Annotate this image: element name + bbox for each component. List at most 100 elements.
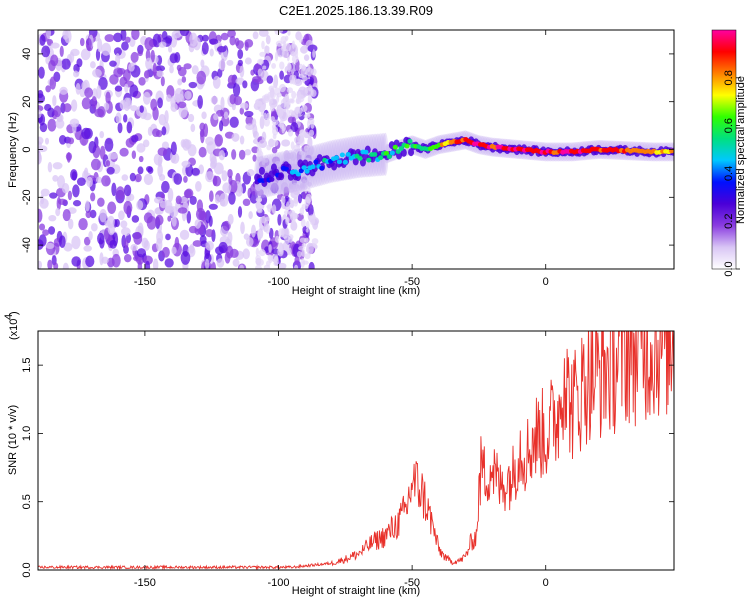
noise-blob <box>191 167 200 176</box>
noise-blob <box>197 95 203 109</box>
noise-blob <box>264 246 270 253</box>
noise-blob <box>305 67 313 77</box>
noise-blob <box>248 211 253 220</box>
ridge-core <box>386 154 393 160</box>
noise-blob <box>293 198 299 207</box>
noise-blob <box>107 201 117 215</box>
snr-x-axis-label: Height of straight line (km) <box>292 585 420 597</box>
noise-blob <box>264 216 271 222</box>
noise-blob <box>231 103 236 111</box>
noise-blob <box>231 149 237 160</box>
noise-blob <box>187 113 195 123</box>
noise-blob <box>298 34 303 44</box>
noise-blob <box>272 139 279 147</box>
colorbar-tick-label: 0.4 <box>723 166 735 181</box>
noise-blob <box>170 141 177 156</box>
noise-blob <box>205 171 215 183</box>
noise-blob <box>277 107 284 118</box>
noise-blob <box>55 207 61 217</box>
noise-blob <box>307 44 318 53</box>
ridge-blob <box>408 148 415 157</box>
noise-blob <box>169 53 178 64</box>
colorbar-tick-label: 0.0 <box>723 261 735 276</box>
noise-blob <box>76 58 83 68</box>
noise-blob <box>55 118 65 129</box>
colorbar-label: Normalized spectral amplitude <box>735 76 747 224</box>
noise-blob <box>284 93 290 101</box>
colorbar-tick-label: 0.8 <box>723 70 735 85</box>
noise-blob <box>289 163 297 170</box>
noise-blob <box>271 204 277 215</box>
noise-blob <box>138 155 144 163</box>
noise-blob <box>84 87 94 98</box>
noise-blob <box>237 206 243 218</box>
noise-blob <box>229 248 239 259</box>
noise-blob <box>76 177 86 186</box>
noise-blob <box>188 43 195 53</box>
noise-blob <box>153 196 163 204</box>
noise-blob <box>261 131 267 142</box>
noise-blob <box>103 102 110 111</box>
noise-blob <box>160 76 165 87</box>
noise-blob <box>143 112 152 121</box>
noise-blob <box>157 97 163 109</box>
ridge-core <box>295 171 301 177</box>
noise-blob <box>85 210 92 219</box>
noise-blob <box>299 207 305 216</box>
noise-blob <box>208 203 218 210</box>
noise-blob <box>179 30 190 37</box>
noise-blob <box>302 75 308 82</box>
noise-blob <box>196 70 207 85</box>
noise-blob <box>175 195 182 205</box>
noise-blob <box>304 78 314 87</box>
noise-blob <box>255 78 264 85</box>
noise-blob <box>137 260 143 269</box>
snr-x-tick-label: -100 <box>267 577 289 589</box>
noise-blob <box>227 231 233 244</box>
ridge-core <box>395 149 401 154</box>
noise-blob <box>92 68 102 78</box>
noise-blob <box>58 135 67 145</box>
noise-blob <box>165 35 173 44</box>
spectrogram-heatmap <box>38 30 674 269</box>
noise-blob <box>143 255 153 265</box>
noise-blob <box>237 48 244 60</box>
noise-blob <box>144 37 154 51</box>
spectrogram-y-ticks: -40 -20 0 20 40 <box>21 48 674 253</box>
noise-blob <box>224 251 231 264</box>
noise-blob <box>150 49 155 63</box>
spectrogram-x-tick-label: -150 <box>134 276 156 288</box>
noise-blob <box>298 63 303 69</box>
noise-blob <box>256 146 262 156</box>
noise-blob <box>123 200 133 215</box>
noise-blob <box>216 109 225 117</box>
noise-blob <box>280 195 286 206</box>
noise-blob <box>280 98 287 109</box>
noise-blob <box>114 218 120 228</box>
ridge-core <box>333 155 340 161</box>
noise-blob <box>142 91 151 105</box>
snr-x-tick-label: 0 <box>543 577 549 589</box>
noise-blob <box>195 181 202 192</box>
noise-blob <box>219 120 224 132</box>
noise-blob <box>201 34 209 42</box>
noise-blob <box>131 150 137 160</box>
noise-blob <box>171 246 177 255</box>
noise-blob <box>38 150 42 164</box>
noise-blob <box>294 255 300 265</box>
noise-blob <box>84 200 90 212</box>
noise-blob <box>305 228 309 233</box>
snr-y-tick-label: 1.5 <box>21 357 33 372</box>
noise-blob <box>290 51 296 57</box>
ridge-core <box>398 146 404 151</box>
noise-blob <box>89 209 97 219</box>
noise-blob <box>81 127 91 140</box>
noise-blob <box>279 70 285 80</box>
noise-blob <box>263 95 270 104</box>
ridge-core <box>372 152 378 157</box>
noise-blob <box>174 236 180 251</box>
noise-blob <box>48 214 57 222</box>
noise-blob <box>257 68 263 77</box>
noise-blob <box>159 174 166 182</box>
ridge-core <box>336 159 343 165</box>
